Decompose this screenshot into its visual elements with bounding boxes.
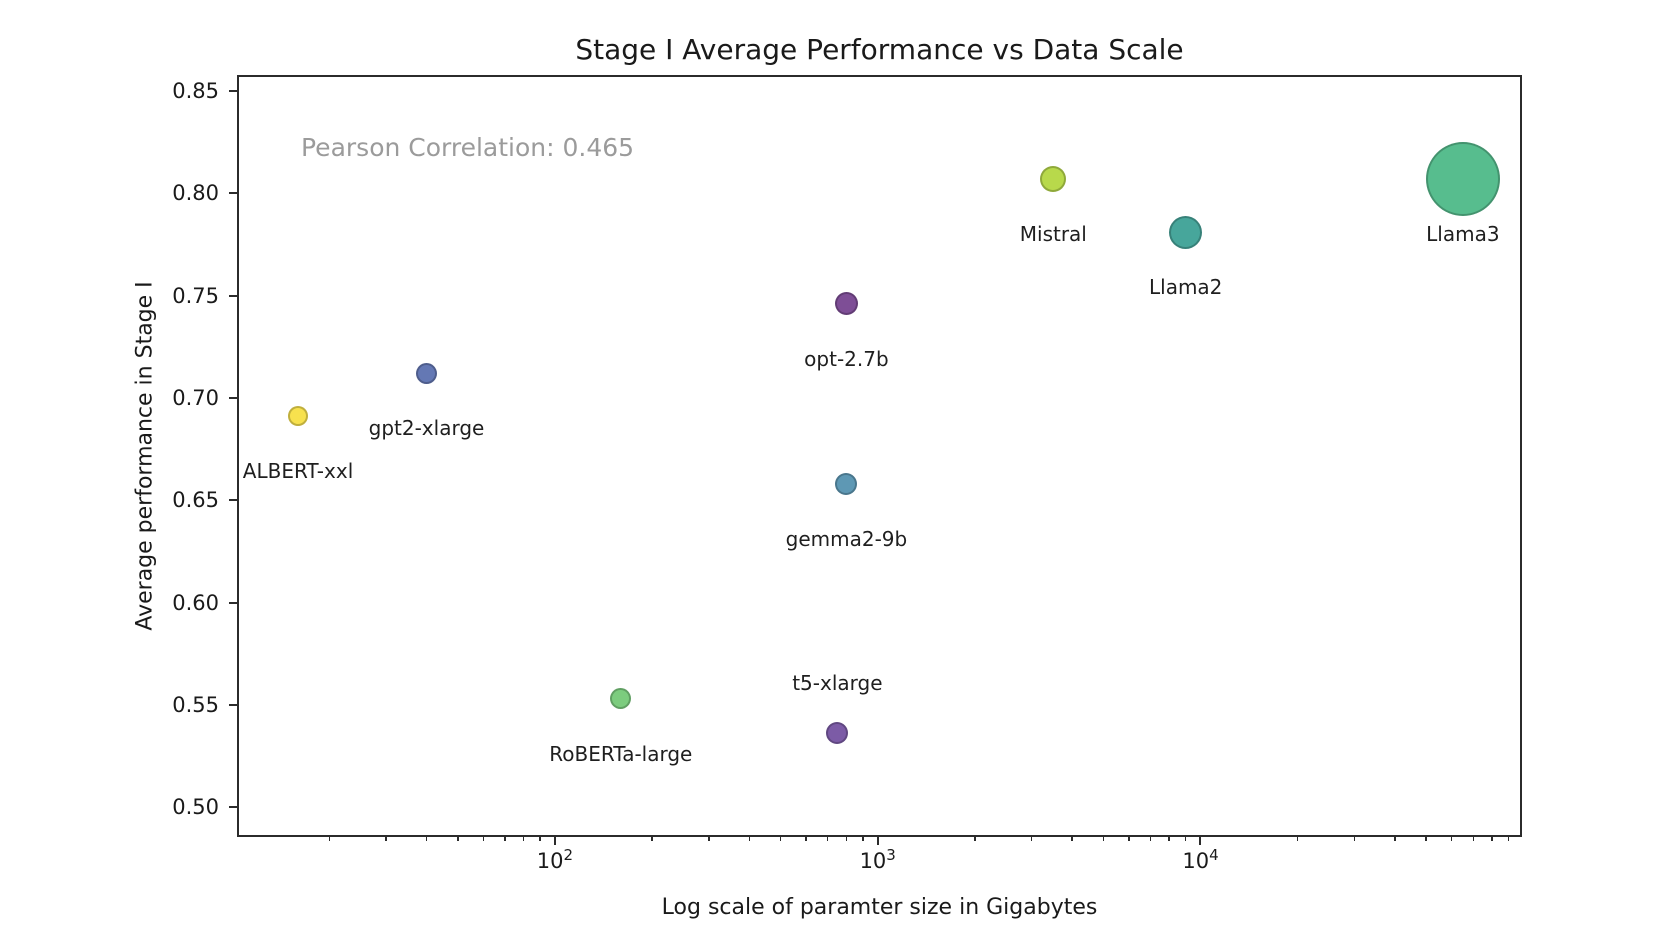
x-minor-tick-mark	[1450, 835, 1453, 841]
x-minor-tick-mark	[1102, 835, 1105, 841]
y-tick-label: 0.75	[172, 283, 219, 308]
y-tick-label: 0.65	[172, 488, 219, 513]
y-tick-mark	[229, 601, 239, 604]
x-minor-tick-mark	[539, 835, 541, 841]
data-point	[826, 722, 849, 745]
y-tick-mark	[229, 396, 239, 399]
plot-area: Stage I Average Performance vs Data Scal…	[133, 33, 1522, 920]
x-minor-tick-mark	[425, 835, 428, 841]
data-point	[835, 472, 858, 495]
data-point	[1425, 141, 1500, 216]
x-tick-mark	[1199, 835, 1202, 845]
x-minor-tick-mark	[1128, 835, 1130, 841]
x-minor-tick-mark	[651, 835, 653, 841]
x-tick-label: 103	[859, 846, 896, 873]
x-tick-label: 102	[536, 846, 574, 873]
x-minor-tick-mark	[1472, 835, 1474, 841]
x-minor-tick-mark	[974, 835, 976, 841]
y-tick-mark	[229, 192, 239, 195]
x-minor-tick-mark	[328, 835, 331, 841]
x-minor-tick-mark	[708, 835, 710, 841]
point-label: Mistral	[1019, 221, 1087, 246]
x-minor-tick-mark	[1425, 835, 1427, 841]
x-tick-mark	[876, 835, 879, 845]
x-minor-tick-mark	[845, 835, 848, 841]
y-tick-label: 0.50	[172, 795, 219, 820]
x-minor-tick-mark	[826, 835, 829, 841]
point-label: ALBERT-xxl	[242, 459, 354, 484]
plot-title: Stage I Average Performance vs Data Scal…	[575, 33, 1184, 66]
x-minor-tick-mark	[748, 835, 751, 841]
y-tick-label: 0.55	[172, 692, 219, 717]
data-point	[415, 362, 437, 384]
point-label: t5-xlarge	[792, 671, 883, 696]
x-minor-tick-mark	[1507, 835, 1510, 841]
x-minor-tick-mark	[385, 835, 387, 841]
x-minor-tick-mark	[1296, 835, 1299, 841]
pearson-correlation-annotation: Pearson Correlation: 0.465	[301, 133, 635, 162]
x-axis-label: Log scale of paramter size in Gigabytes	[661, 895, 1098, 920]
point-label: gemma2-9b	[785, 526, 908, 551]
point-label: opt-2.7b	[804, 346, 889, 371]
x-minor-tick-mark	[1071, 835, 1073, 841]
x-minor-tick-mark	[1491, 835, 1493, 841]
y-tick-label: 0.60	[172, 590, 219, 615]
y-tick-mark	[229, 89, 239, 92]
y-tick-mark	[229, 499, 239, 502]
x-minor-tick-mark	[779, 835, 782, 841]
x-minor-tick-mark	[504, 835, 506, 841]
x-minor-tick-mark	[1394, 835, 1396, 841]
data-point	[288, 406, 309, 427]
point-label: RoBERTa-large	[549, 741, 693, 766]
y-axis-label: Average performance in Stage I	[132, 281, 158, 631]
x-minor-tick-mark	[522, 835, 525, 841]
x-minor-tick-mark	[1184, 835, 1187, 841]
y-tick-mark	[229, 806, 239, 809]
x-tick-label: 104	[1182, 846, 1219, 873]
x-minor-tick-mark	[457, 835, 459, 841]
y-tick-mark	[229, 294, 239, 297]
x-minor-tick-mark	[1149, 835, 1152, 841]
data-point	[834, 292, 858, 316]
x-minor-tick-mark	[1353, 835, 1356, 841]
data-point	[1169, 215, 1203, 249]
x-minor-tick-mark	[482, 835, 485, 841]
data-point	[610, 688, 632, 710]
data-point	[1040, 165, 1067, 192]
y-tick-label: 0.80	[172, 181, 219, 206]
y-tick-label: 0.85	[172, 78, 219, 103]
point-label: Llama2	[1148, 275, 1223, 300]
point-label: gpt2-xlarge	[368, 416, 485, 441]
y-tick-label: 0.70	[172, 385, 219, 410]
x-tick-mark	[553, 835, 556, 845]
x-minor-tick-mark	[862, 835, 864, 841]
y-tick-mark	[229, 703, 239, 706]
point-label: Llama3	[1426, 221, 1500, 246]
x-minor-tick-mark	[1030, 835, 1033, 841]
x-minor-tick-mark	[1168, 835, 1170, 841]
x-minor-tick-mark	[805, 835, 807, 841]
